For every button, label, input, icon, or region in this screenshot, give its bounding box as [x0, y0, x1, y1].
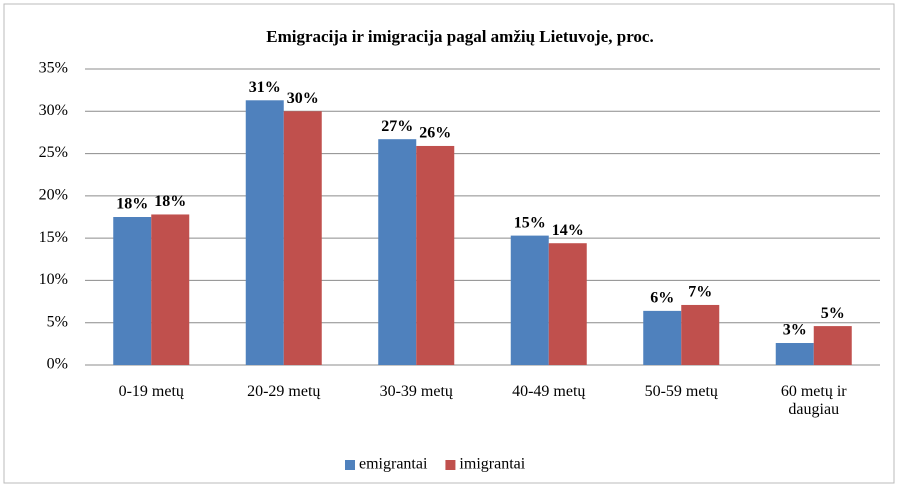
x-tick-label: 30-39 metų: [379, 383, 453, 400]
x-tick-label: 50-59 metų: [644, 383, 718, 400]
y-tick-label: 5%: [47, 313, 68, 330]
data-label: 14%: [552, 222, 584, 239]
bar: [283, 111, 322, 366]
bar: [548, 243, 587, 365]
data-label: 26%: [419, 125, 451, 142]
bar: [681, 304, 720, 365]
bar: [378, 139, 417, 365]
legend-label: imigrantai: [459, 456, 525, 473]
bar: [113, 217, 152, 365]
y-tick-label: 30%: [39, 102, 68, 119]
data-label: 31%: [249, 79, 281, 96]
y-tick-label: 35%: [39, 60, 68, 77]
data-label: 3%: [783, 322, 807, 339]
bar: [416, 145, 455, 365]
bar: [775, 343, 814, 365]
data-label: 30%: [287, 90, 319, 107]
chart-title: Emigracija ir imigracija pagal amžių Lie…: [266, 27, 653, 46]
x-tick-label: 60 metų ir daugiau: [780, 383, 847, 418]
data-label: 27%: [381, 118, 413, 135]
y-tick-label: 25%: [39, 144, 68, 161]
y-tick-label: 0%: [47, 356, 68, 373]
y-tick-label: 10%: [39, 271, 68, 288]
y-tick-label: 20%: [39, 187, 68, 204]
bar: [643, 310, 682, 365]
data-label: 5%: [821, 305, 845, 322]
data-label: 6%: [650, 290, 674, 307]
x-tick-label: 20-29 metų: [247, 383, 321, 400]
bar: [245, 100, 284, 365]
bar: [813, 326, 852, 365]
bar: [510, 235, 549, 365]
legend-label: emigrantai: [359, 456, 428, 473]
data-label: 18%: [116, 196, 148, 213]
data-label: 15%: [514, 214, 546, 231]
data-label: 18%: [154, 193, 186, 210]
data-label: 7%: [688, 284, 712, 301]
legend-swatch: [345, 460, 355, 470]
y-tick-label: 15%: [39, 229, 68, 246]
legend-swatch: [445, 460, 456, 470]
bar: [151, 214, 190, 365]
x-tick-label: 40-49 metų: [512, 383, 586, 400]
x-tick-label: 0-19 metų: [118, 383, 184, 400]
